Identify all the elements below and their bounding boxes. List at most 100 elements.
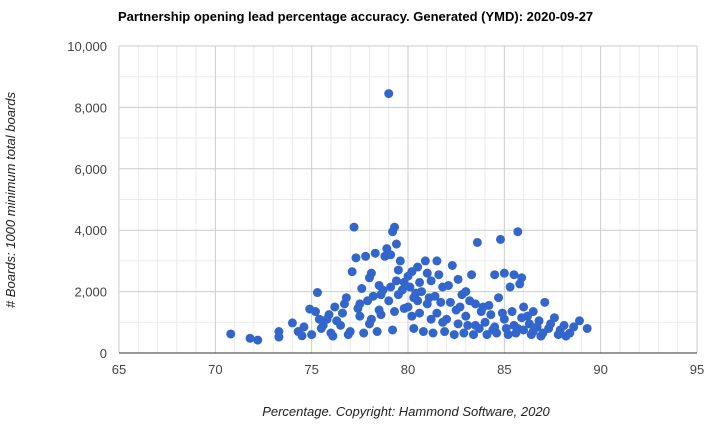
- data-point: [472, 237, 482, 247]
- data-point: [339, 299, 349, 309]
- data-point: [536, 331, 546, 341]
- data-point: [574, 316, 584, 326]
- data-point: [413, 296, 423, 306]
- data-point: [347, 267, 357, 277]
- data-point: [357, 284, 367, 294]
- data-point: [486, 310, 496, 320]
- data-point: [447, 261, 457, 271]
- data-point: [245, 333, 255, 343]
- data-point: [388, 325, 398, 335]
- data-point: [449, 330, 459, 340]
- data-point: [490, 270, 500, 280]
- data-point: [359, 328, 369, 338]
- data-point: [440, 327, 450, 337]
- data-point: [488, 325, 498, 335]
- data-point: [370, 248, 380, 258]
- data-point: [349, 222, 359, 232]
- data-point: [509, 270, 519, 280]
- data-point: [316, 323, 326, 333]
- data-point: [434, 270, 444, 280]
- y-tick-label: 0: [100, 346, 107, 361]
- x-axis-label: Percentage. Copyright: Hammond Software,…: [262, 404, 550, 419]
- x-tick-label: 75: [304, 362, 318, 377]
- data-point: [461, 311, 471, 321]
- data-point: [519, 302, 529, 312]
- data-point: [532, 322, 542, 332]
- data-point: [517, 313, 527, 323]
- data-point: [384, 89, 394, 99]
- data-point: [453, 274, 463, 284]
- data-point: [461, 287, 471, 297]
- x-tick-label: 90: [593, 362, 607, 377]
- data-point: [559, 320, 569, 330]
- data-point: [426, 276, 436, 286]
- data-point: [390, 222, 400, 232]
- data-point: [443, 280, 453, 290]
- data-point: [484, 300, 494, 310]
- data-point: [395, 256, 405, 266]
- data-point: [405, 282, 415, 292]
- data-point: [407, 311, 417, 321]
- data-point: [391, 276, 401, 286]
- data-point: [507, 307, 517, 317]
- x-tick-label: 70: [208, 362, 222, 377]
- data-point: [476, 307, 486, 317]
- data-point: [428, 328, 438, 338]
- data-point: [474, 323, 484, 333]
- data-point: [311, 307, 321, 317]
- y-tick-label: 2,000: [74, 285, 107, 300]
- data-point: [409, 323, 419, 333]
- data-point: [517, 273, 527, 283]
- data-point: [386, 250, 396, 260]
- data-point: [324, 310, 334, 320]
- data-point: [299, 322, 309, 332]
- data-point: [297, 331, 307, 341]
- data-point: [307, 330, 317, 340]
- data-point: [430, 291, 440, 301]
- data-point: [463, 320, 473, 330]
- data-point: [415, 308, 425, 318]
- data-point: [422, 268, 432, 278]
- data-point: [420, 256, 430, 266]
- data-point: [445, 297, 455, 307]
- data-point: [332, 316, 342, 326]
- data-point: [513, 227, 523, 237]
- data-point: [501, 323, 511, 333]
- data-point: [455, 302, 465, 312]
- data-point: [314, 314, 324, 324]
- data-point: [399, 303, 409, 313]
- data-point: [432, 308, 442, 318]
- data-point: [397, 285, 407, 295]
- y-axis-ticks: 0 2,000 4,000 6,000 8,000 10,000: [67, 39, 107, 361]
- data-point: [386, 282, 396, 292]
- data-point: [287, 318, 297, 328]
- data-point: [413, 262, 423, 272]
- data-point: [418, 327, 428, 337]
- x-tick-label: 95: [690, 362, 704, 377]
- data-point: [497, 308, 507, 318]
- x-tick-label: 65: [112, 362, 126, 377]
- data-point: [353, 303, 363, 313]
- data-point: [393, 265, 403, 275]
- data-point: [526, 330, 536, 340]
- data-point: [495, 234, 505, 244]
- data-point: [546, 319, 556, 329]
- data-point: [513, 323, 523, 333]
- data-point: [337, 308, 347, 318]
- data-point: [426, 314, 436, 324]
- data-point: [366, 268, 376, 278]
- data-point: [459, 328, 469, 338]
- y-axis-label: # Boards: 1000 minimum total boards: [3, 91, 18, 308]
- data-point: [366, 314, 376, 324]
- data-point: [415, 277, 425, 287]
- x-axis-ticks: 65 70 75 80 85 90 95: [112, 362, 704, 377]
- data-point: [253, 335, 263, 345]
- data-point: [467, 270, 477, 280]
- y-tick-label: 10,000: [67, 39, 107, 54]
- data-point: [351, 253, 361, 263]
- data-point: [582, 323, 592, 333]
- data-point: [453, 319, 463, 329]
- y-tick-label: 8,000: [74, 100, 107, 115]
- data-point: [384, 296, 394, 306]
